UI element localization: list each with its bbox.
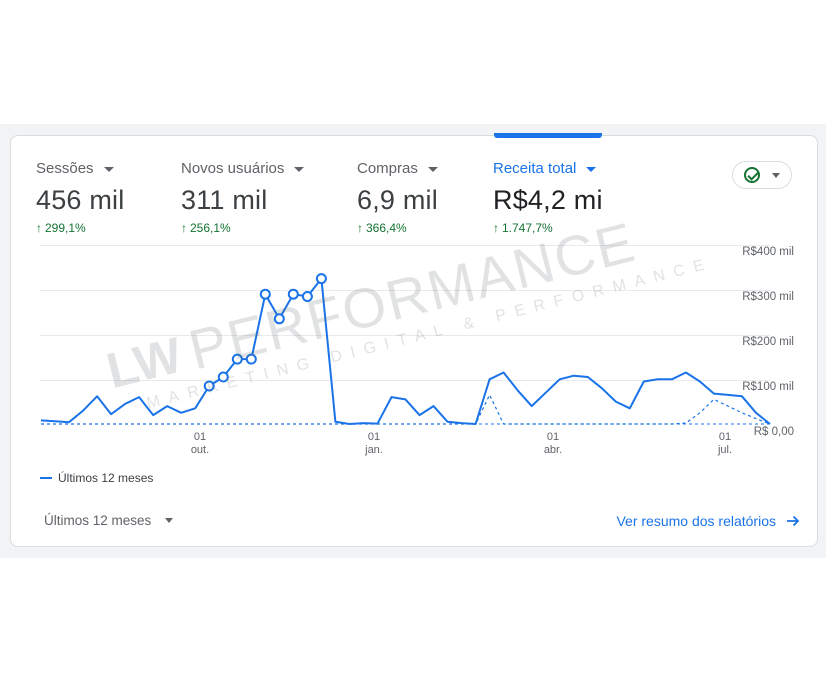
metric-delta: ↑ 366,4%	[357, 221, 438, 235]
x-tick-month: out.	[190, 444, 210, 456]
metric-total-revenue-label[interactable]: Receita total	[493, 160, 603, 177]
metric-delta-text: 366,4%	[366, 221, 407, 235]
metric-label-text: Compras	[357, 160, 418, 177]
metric-sessions-label[interactable]: Sessões	[36, 160, 124, 177]
arrow-up-icon: ↑	[181, 221, 187, 235]
x-tick-month: abr.	[543, 444, 563, 456]
arrow-right-icon	[787, 515, 800, 527]
metric-delta-text: 1.747,7%	[502, 221, 553, 235]
x-tick-label: 01 jul.	[705, 431, 745, 457]
view-reports-link-text: Ver resumo dos relatórios	[616, 513, 776, 529]
x-tick-day: 01	[367, 431, 381, 443]
metric-delta: ↑ 256,1%	[181, 221, 304, 235]
chart-legend: Últimos 12 meses	[40, 471, 153, 485]
metric-total-revenue[interactable]: Receita total R$4,2 mi ↑ 1.747,7%	[493, 160, 603, 235]
x-tick-label: 01 jan.	[354, 431, 394, 457]
chevron-down-icon	[772, 172, 780, 178]
metric-purchases-label[interactable]: Compras	[357, 160, 438, 177]
metric-new-users-label[interactable]: Novos usuários	[181, 160, 305, 177]
x-tick-day: 01	[193, 431, 207, 443]
gridline	[40, 380, 770, 381]
metric-value: 311 mil	[181, 185, 268, 215]
metric-purchases[interactable]: Compras 6,9 mil ↑ 366,4%	[357, 160, 438, 235]
data-quality-dropdown[interactable]	[732, 161, 792, 189]
chevron-down-icon	[586, 167, 597, 172]
x-tick-label: 01 out.	[180, 431, 220, 457]
metric-label-text: Sessões	[36, 160, 94, 177]
metric-delta-text: 256,1%	[190, 221, 231, 235]
date-range-label: Últimos 12 meses	[44, 513, 152, 528]
x-tick-label: 01 abr.	[533, 431, 573, 457]
gridline	[40, 290, 770, 291]
date-range-dropdown[interactable]: Últimos 12 meses	[44, 513, 174, 528]
legend-label: Últimos 12 meses	[58, 471, 154, 485]
metric-delta: ↑ 1.747,7%	[493, 221, 603, 235]
arrow-up-icon: ↑	[493, 221, 499, 235]
y-tick-label: R$300 mil	[742, 291, 794, 303]
y-tick-label: R$ 0,00	[753, 426, 794, 438]
metric-label-text: Novos usuários	[181, 160, 285, 177]
metric-label-text: Receita total	[493, 160, 577, 177]
chevron-down-icon	[427, 167, 438, 172]
chevron-down-icon	[103, 167, 114, 172]
y-tick-label: R$200 mil	[742, 336, 794, 348]
x-tick-day: 01	[546, 431, 560, 443]
metric-delta: ↑ 299,1%	[36, 221, 124, 235]
x-tick-month: jan.	[365, 444, 383, 456]
metric-value: 6,9 mil	[357, 185, 438, 215]
chevron-down-icon	[294, 167, 305, 172]
y-tick-label: R$400 mil	[742, 246, 794, 258]
gridline	[40, 335, 770, 336]
y-tick-label: R$100 mil	[742, 381, 794, 393]
arrow-up-icon: ↑	[36, 221, 42, 235]
gridline	[40, 245, 770, 246]
view-reports-link[interactable]: Ver resumo dos relatórios	[616, 513, 800, 529]
legend-swatch	[40, 477, 52, 479]
metric-delta-text: 299,1%	[45, 221, 86, 235]
arrow-up-icon: ↑	[357, 221, 363, 235]
x-tick-month: jul.	[717, 444, 733, 456]
metric-value: 456 mil	[36, 185, 125, 215]
metric-sessions[interactable]: Sessões 456 mil ↑ 299,1%	[36, 160, 124, 235]
active-metric-indicator	[494, 133, 602, 138]
metric-value: R$4,2 mi	[493, 185, 603, 215]
metric-new-users[interactable]: Novos usuários 311 mil ↑ 256,1%	[181, 160, 305, 235]
check-circle-icon	[744, 167, 760, 183]
chevron-down-icon	[165, 518, 174, 523]
x-tick-day: 01	[718, 431, 732, 443]
